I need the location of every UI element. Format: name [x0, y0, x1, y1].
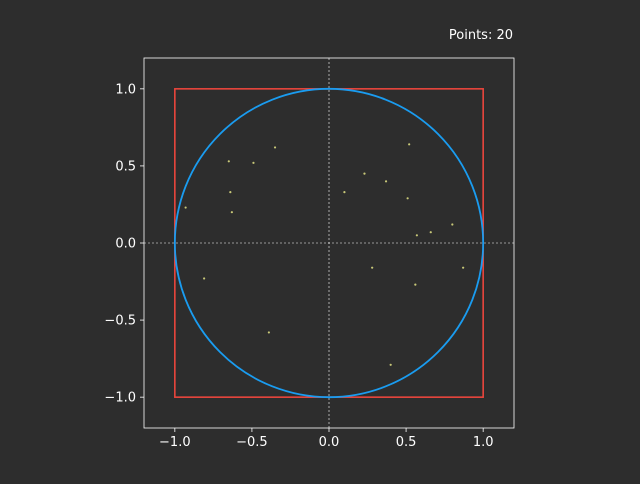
x-tick-label: 1.0: [473, 435, 494, 450]
chart-title: Points: 20: [449, 28, 513, 43]
scatter-point: [343, 191, 346, 194]
y-tick-label: −0.5: [104, 314, 136, 329]
scatter-point: [406, 197, 409, 200]
scatter-point: [273, 146, 277, 149]
scatter-point: [227, 160, 230, 163]
scatter-point: [384, 180, 388, 183]
scatter-point: [363, 172, 366, 175]
y-tick-label: 0.0: [115, 237, 136, 252]
x-tick-label: 0.5: [396, 435, 417, 450]
scatter-point: [408, 143, 411, 146]
scatter-point: [451, 223, 454, 226]
scatter-point: [371, 266, 374, 269]
scatter-point: [415, 234, 418, 237]
scatter-point: [252, 161, 255, 164]
x-tick-label: 0.0: [319, 435, 340, 450]
scatter-point: [429, 231, 432, 234]
scatter-point: [203, 277, 206, 280]
scatter-point: [229, 191, 232, 194]
scatter-point: [184, 206, 187, 209]
x-tick-label: −1.0: [159, 435, 191, 450]
scatter-point: [230, 211, 233, 214]
plot-area: −1.0 −0.5 0.0 0.5 1.0 −1.0 −0.5 0.0 0.5 1.0: [104, 57, 515, 450]
scatter-point: [389, 363, 392, 366]
scatter-point: [462, 266, 465, 269]
scatter-point: [267, 331, 270, 334]
y-tick-label: 0.5: [115, 159, 136, 174]
x-tick-label: −0.5: [236, 435, 268, 450]
y-tick-label: 1.0: [115, 82, 136, 97]
y-tick-label: −1.0: [104, 391, 136, 406]
scatter-point: [414, 283, 417, 286]
unit-circle: [173, 87, 485, 399]
